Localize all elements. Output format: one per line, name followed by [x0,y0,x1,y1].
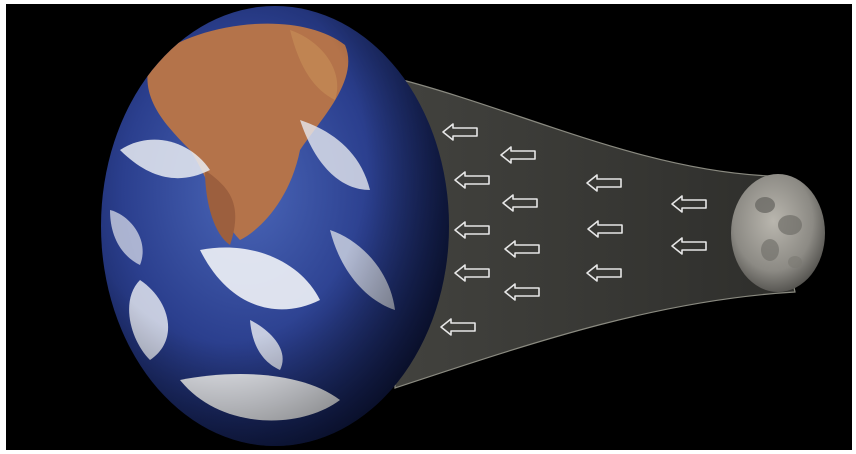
arrow-left-icon [454,264,490,282]
arrow-left-icon [671,237,707,255]
arrow-left-icon [500,146,536,164]
arrow-left-icon [504,283,540,301]
arrow-left-icon [454,171,490,189]
earth-moon-scene [6,4,852,450]
arrow-left-icon [671,195,707,213]
scene-illustration [101,6,825,446]
earth [101,6,449,446]
arrow-left-icon [587,220,623,238]
arrow-left-icon [586,174,622,192]
arrow-left-icon [442,123,478,141]
arrow-left-icon [586,264,622,282]
arrow-group [440,123,707,336]
arrow-left-icon [454,221,490,239]
arrow-left-icon [502,194,538,212]
gravity-beam [394,77,796,389]
arrow-left-icon [504,240,540,258]
arrow-left-icon [440,318,476,336]
moon [731,174,825,292]
